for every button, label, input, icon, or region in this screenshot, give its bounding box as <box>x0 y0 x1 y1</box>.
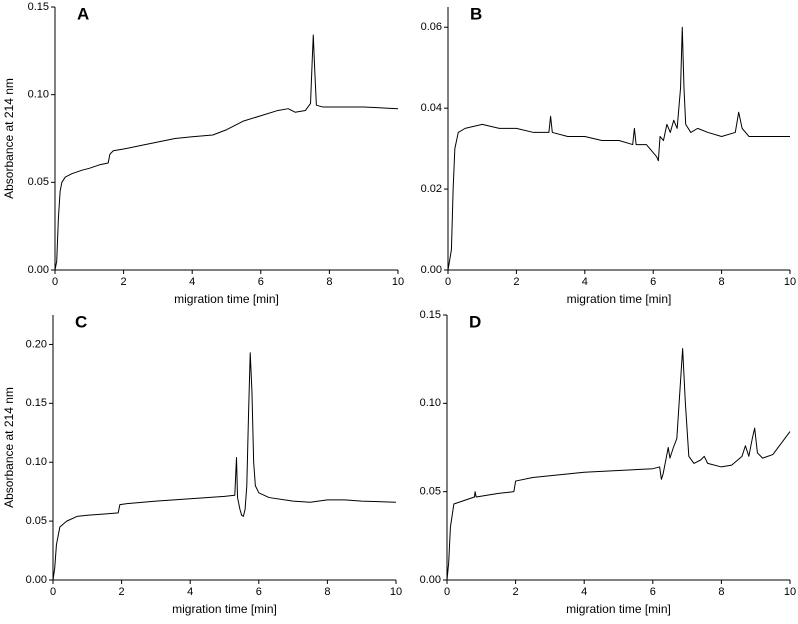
y-axis-label: Absorbance at 214 nm <box>2 78 16 199</box>
x-tick-label: 8 <box>326 276 332 288</box>
x-tick-label: 2 <box>121 276 127 288</box>
x-tick-label: 4 <box>582 276 588 288</box>
x-tick-label: 6 <box>256 586 262 598</box>
y-tick-label: 0.10 <box>26 456 47 468</box>
x-tick-label: 8 <box>718 586 724 598</box>
x-tick-label: 2 <box>119 586 125 598</box>
y-tick-label: 0.05 <box>420 486 441 498</box>
y-tick-label: 0.02 <box>421 183 442 195</box>
panel-label: D <box>469 312 481 331</box>
x-tick-label: 0 <box>445 276 451 288</box>
y-tick-label: 0.00 <box>28 264 49 276</box>
y-tick-label: 0.00 <box>421 264 442 276</box>
y-tick-label: 0.10 <box>420 397 441 409</box>
y-axis-label: Absorbance at 214 nm <box>2 387 16 508</box>
x-axis-label: migration time [min] <box>174 292 279 306</box>
x-tick-label: 4 <box>189 276 195 288</box>
trace <box>447 26 790 271</box>
x-tick-label: 2 <box>513 586 519 598</box>
y-tick-label: 0.15 <box>26 397 47 409</box>
x-tick-label: 4 <box>581 586 587 598</box>
x-tick-label: 0 <box>444 586 450 598</box>
x-tick-label: 0 <box>50 586 56 598</box>
y-tick-label: 0.00 <box>420 574 441 586</box>
y-tick-label: 0.20 <box>26 338 47 350</box>
y-tick-label: 0.15 <box>420 309 441 321</box>
y-tick-label: 0.15 <box>28 1 49 13</box>
x-axis-label: migration time [min] <box>566 602 671 616</box>
trace <box>54 34 399 271</box>
x-tick-label: 8 <box>324 586 330 598</box>
x-tick-label: 10 <box>392 276 404 288</box>
y-tick-label: 0.10 <box>28 89 49 101</box>
panel-label: C <box>75 312 87 331</box>
trace <box>446 348 791 581</box>
x-tick-label: 10 <box>784 586 796 598</box>
y-tick-label: 0.05 <box>26 515 47 527</box>
x-tick-label: 10 <box>390 586 402 598</box>
y-tick-label: 0.00 <box>26 574 47 586</box>
x-axis-label: migration time [min] <box>172 602 277 616</box>
panel-label: B <box>470 4 482 23</box>
x-tick-label: 10 <box>784 276 796 288</box>
x-tick-label: 6 <box>258 276 264 288</box>
x-tick-label: 8 <box>719 276 725 288</box>
y-tick-label: 0.06 <box>421 21 442 33</box>
y-tick-label: 0.04 <box>421 102 442 114</box>
panel-label: A <box>77 4 89 23</box>
y-tick-label: 0.05 <box>28 176 49 188</box>
x-tick-label: 2 <box>513 276 519 288</box>
x-axis-label: migration time [min] <box>567 292 672 306</box>
x-tick-label: 0 <box>52 276 58 288</box>
x-tick-label: 6 <box>650 276 656 288</box>
x-tick-label: 4 <box>187 586 193 598</box>
trace <box>52 352 397 581</box>
x-tick-label: 6 <box>650 586 656 598</box>
